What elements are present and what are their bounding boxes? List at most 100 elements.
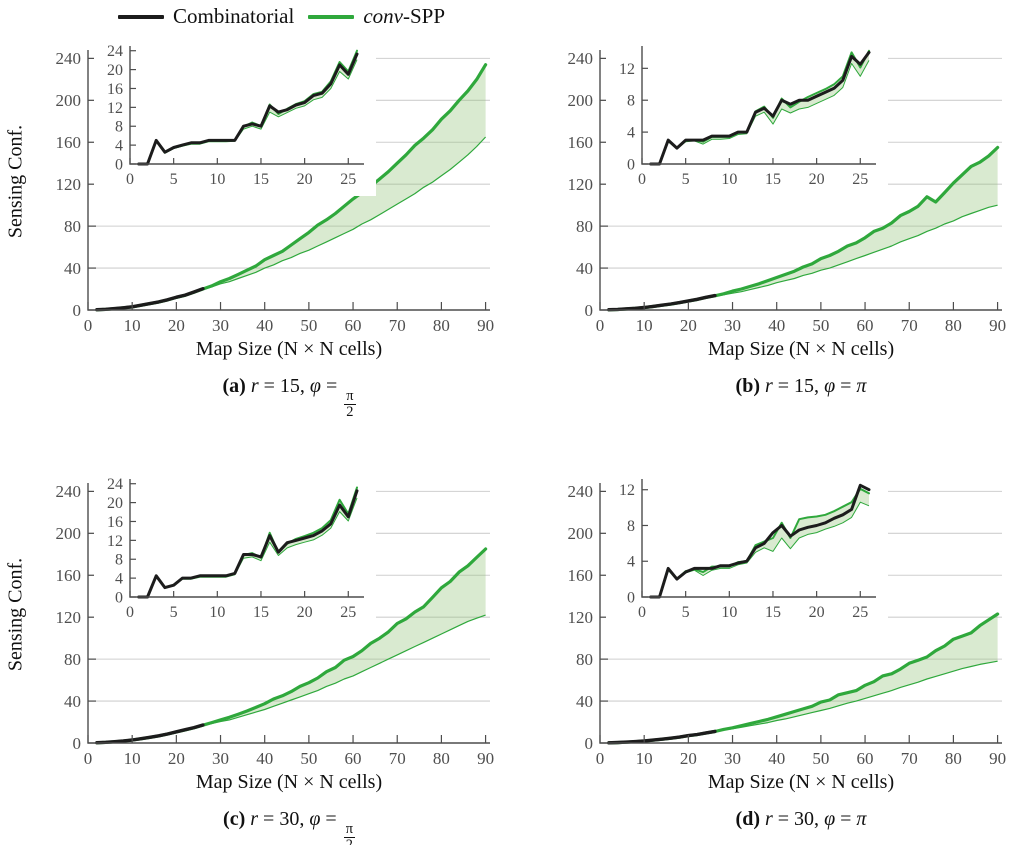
y-tick-label: 0 <box>627 156 635 173</box>
y-tick-label: 4 <box>115 138 123 155</box>
x-tick-label: 15 <box>253 604 269 621</box>
caption-tag: (d) <box>735 808 765 830</box>
combinatorial-line <box>95 723 205 745</box>
combinatorial-line <box>607 729 717 745</box>
caption-tag: (c) <box>223 808 251 830</box>
x-tick-label: 30 <box>212 316 229 335</box>
y-tick-label: 24 <box>107 43 123 60</box>
x-tick-label: 90 <box>989 316 1006 335</box>
y-tick-label: 0 <box>73 301 82 320</box>
x-tick-label: 40 <box>256 316 273 335</box>
caption-tag: (a) <box>222 375 251 397</box>
y-tick-label: 8 <box>627 93 635 110</box>
y-tick-label: 0 <box>627 589 635 606</box>
x-tick-label: 25 <box>852 604 868 621</box>
combinatorial-line <box>137 52 359 166</box>
caption-c: (c) r = 30, φ = π2 <box>0 808 512 845</box>
x-tick-label: 15 <box>765 171 781 188</box>
x-tick-label: 10 <box>636 749 653 768</box>
chart-grid: Sensing Conf. 0 10 20 30 40 50 60 70 80 90 0 40 80 12… <box>0 38 1024 845</box>
y-tick-label: 0 <box>115 156 123 173</box>
y-axis-label-a: Sensing Conf. <box>4 124 27 239</box>
y-tick-label: 0 <box>115 589 123 606</box>
legend-item-conv-spp: conv-SPP <box>308 4 445 29</box>
x-tick-label: 50 <box>300 316 317 335</box>
y-tick-label: 4 <box>627 125 635 142</box>
x-tick-label: 10 <box>721 604 737 621</box>
y-tick-label: 200 <box>568 524 594 543</box>
y-tick-label: 8 <box>115 552 123 569</box>
x-tick-label: 40 <box>256 749 273 768</box>
y-tick-label: 200 <box>56 524 82 543</box>
inset-background <box>606 38 888 196</box>
x-tick-label: 10 <box>636 316 653 335</box>
x-tick-label: 30 <box>724 316 741 335</box>
x-tick-label: 20 <box>680 316 697 335</box>
x-tick-label: 50 <box>300 749 317 768</box>
y-tick-label: 160 <box>56 133 82 152</box>
y-tick-label: 160 <box>568 566 594 585</box>
caption-d: (d) r = 30, φ = π <box>735 808 867 830</box>
conv-spp-line <box>607 612 1000 745</box>
y-tick-label: 120 <box>568 175 594 194</box>
y-tick-label: 12 <box>107 100 123 117</box>
legend: Combinatorial conv-SPP <box>118 4 445 29</box>
x-tick-label: 80 <box>945 749 962 768</box>
inset-background <box>606 471 888 629</box>
conv-spp-line-swatch <box>308 14 355 19</box>
legend-item-combinatorial: Combinatorial <box>118 4 294 29</box>
x-tick-label: 20 <box>680 749 697 768</box>
combinatorial-line <box>607 293 717 312</box>
x-tick-label: 25 <box>340 604 356 621</box>
y-tick-label: 4 <box>115 571 123 588</box>
x-tick-label: 25 <box>340 171 356 188</box>
y-tick-label: 16 <box>107 514 123 531</box>
conv-spp-band <box>96 64 486 310</box>
y-tick-label: 12 <box>107 533 123 550</box>
x-tick-label: 10 <box>209 171 225 188</box>
caption-tag: (b) <box>735 375 765 397</box>
combinatorial-line <box>95 286 205 312</box>
inset-d: 0 5 10 15 20 25 0 4 8 12 <box>619 479 876 621</box>
y-tick-label: 16 <box>107 81 123 98</box>
x-tick-label: 10 <box>721 171 737 188</box>
x-tick-label: 80 <box>433 316 450 335</box>
y-tick-label: 200 <box>568 91 594 110</box>
x-tick-label: 25 <box>852 171 868 188</box>
inset-a: 0 5 10 15 20 25 04 8 12 16 20 24 <box>107 43 364 188</box>
y-tick-label: 80 <box>576 217 593 236</box>
panel-c: Sensing Conf. 0 10 20 30 40 50 60 70 80 90 0 40 80 12… <box>0 471 512 845</box>
conv-spp-band <box>608 614 998 743</box>
panel-a: Sensing Conf. 0 10 20 30 40 50 60 70 80 90 0 40 80 12… <box>0 38 512 421</box>
y-tick-label: 40 <box>64 259 81 278</box>
x-tick-label: 90 <box>477 749 494 768</box>
x-tick-label: 30 <box>212 749 229 768</box>
x-tick-label: 60 <box>857 749 874 768</box>
x-tick-label: 70 <box>901 749 918 768</box>
x-tick-label: 5 <box>682 171 690 188</box>
legend-label-conv-spp: conv-SPP <box>363 4 446 28</box>
conv-spp-band <box>608 147 998 310</box>
x-tick-label: 20 <box>168 316 185 335</box>
y-tick-label: 40 <box>64 692 81 711</box>
y-tick-label: 160 <box>568 133 594 152</box>
y-tick-label: 0 <box>585 301 594 320</box>
y-tick-label: 12 <box>619 61 635 78</box>
x-tick-label: 0 <box>126 604 134 621</box>
x-tick-label: 60 <box>857 316 874 335</box>
x-tick-label: 15 <box>253 171 269 188</box>
y-tick-label: 120 <box>56 175 82 194</box>
x-tick-label: 0 <box>84 316 93 335</box>
inset-background <box>94 38 376 196</box>
y-tick-label: 40 <box>576 259 593 278</box>
x-tick-label: 20 <box>809 171 825 188</box>
y-tick-label: 0 <box>73 734 82 753</box>
panel-b: 0 10 20 30 40 50 60 70 80 90 0 40 80 120 160 200 240 0 5 10… <box>512 38 1024 421</box>
x-tick-label: 0 <box>596 749 605 768</box>
legend-label-combinatorial: Combinatorial <box>173 4 295 28</box>
